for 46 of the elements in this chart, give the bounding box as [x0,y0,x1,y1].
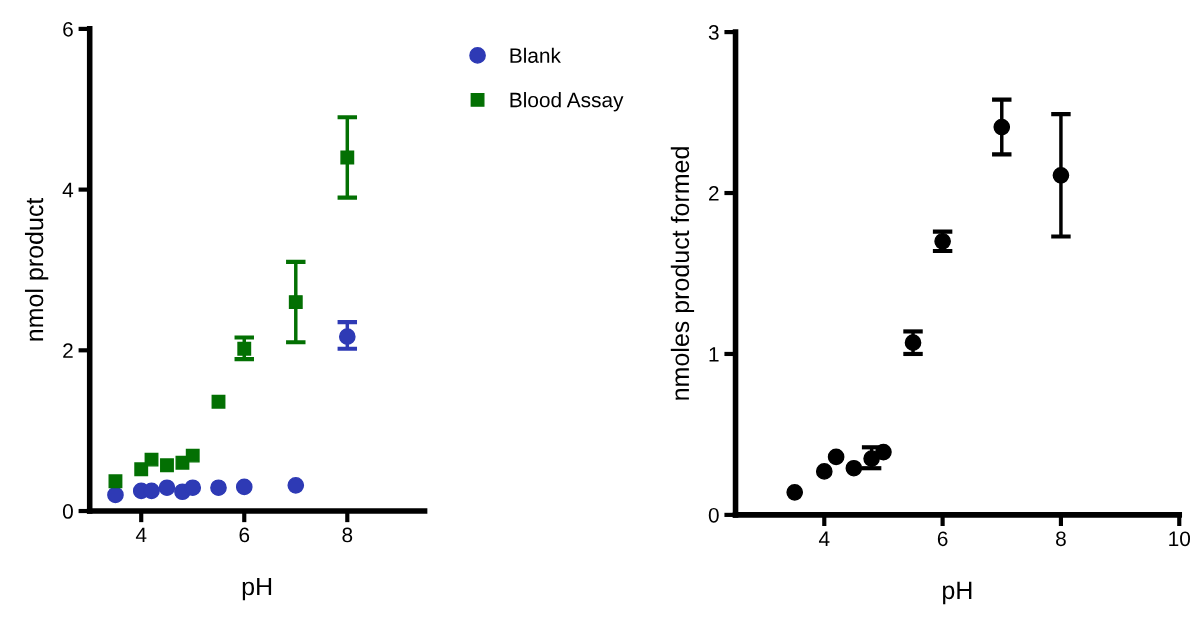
x-tick-label: 6 [239,527,250,543]
x-axis-title: pH [943,581,972,605]
point [340,150,355,165]
point [875,443,892,461]
y-axis-title: nmoles product formed [670,147,695,400]
point [144,452,159,467]
point [184,479,202,497]
y-tick-label: 6 [63,21,73,37]
y-tick-label: 1 [709,347,719,362]
y-tick-label: 0 [708,507,719,523]
y-axis-title: nmol product [24,197,49,341]
point [786,484,804,501]
legend-label: Blank [510,47,561,63]
x-axis-title: pH [242,577,272,601]
point [107,486,124,504]
point [338,328,356,345]
point [827,448,845,466]
point [160,458,174,473]
point [993,118,1011,136]
y-tick-label: 0 [62,504,73,519]
point [815,463,833,480]
point [904,334,922,352]
x-tick-label: 10 [1169,531,1191,547]
point [235,478,253,496]
point [108,474,123,489]
point [287,476,305,494]
y-tick-label: 2 [63,343,73,358]
point [237,341,252,356]
x-tick-label: 8 [1056,531,1066,547]
y-tick-label: 3 [708,25,719,40]
point [288,295,303,310]
point [863,450,880,467]
point [211,394,226,409]
x-tick-label: 6 [937,531,948,547]
x-tick-label: 8 [342,527,353,543]
point [134,462,149,477]
y-tick-label: 2 [709,186,719,201]
point [210,479,227,497]
point [1052,166,1070,184]
point [185,448,200,463]
y-tick-label: 4 [62,182,74,198]
legend-label: Blood Assay [510,92,624,112]
point [158,479,176,497]
point [845,459,863,477]
x-tick-label: 4 [818,531,830,546]
x-tick-label: 4 [135,527,147,543]
